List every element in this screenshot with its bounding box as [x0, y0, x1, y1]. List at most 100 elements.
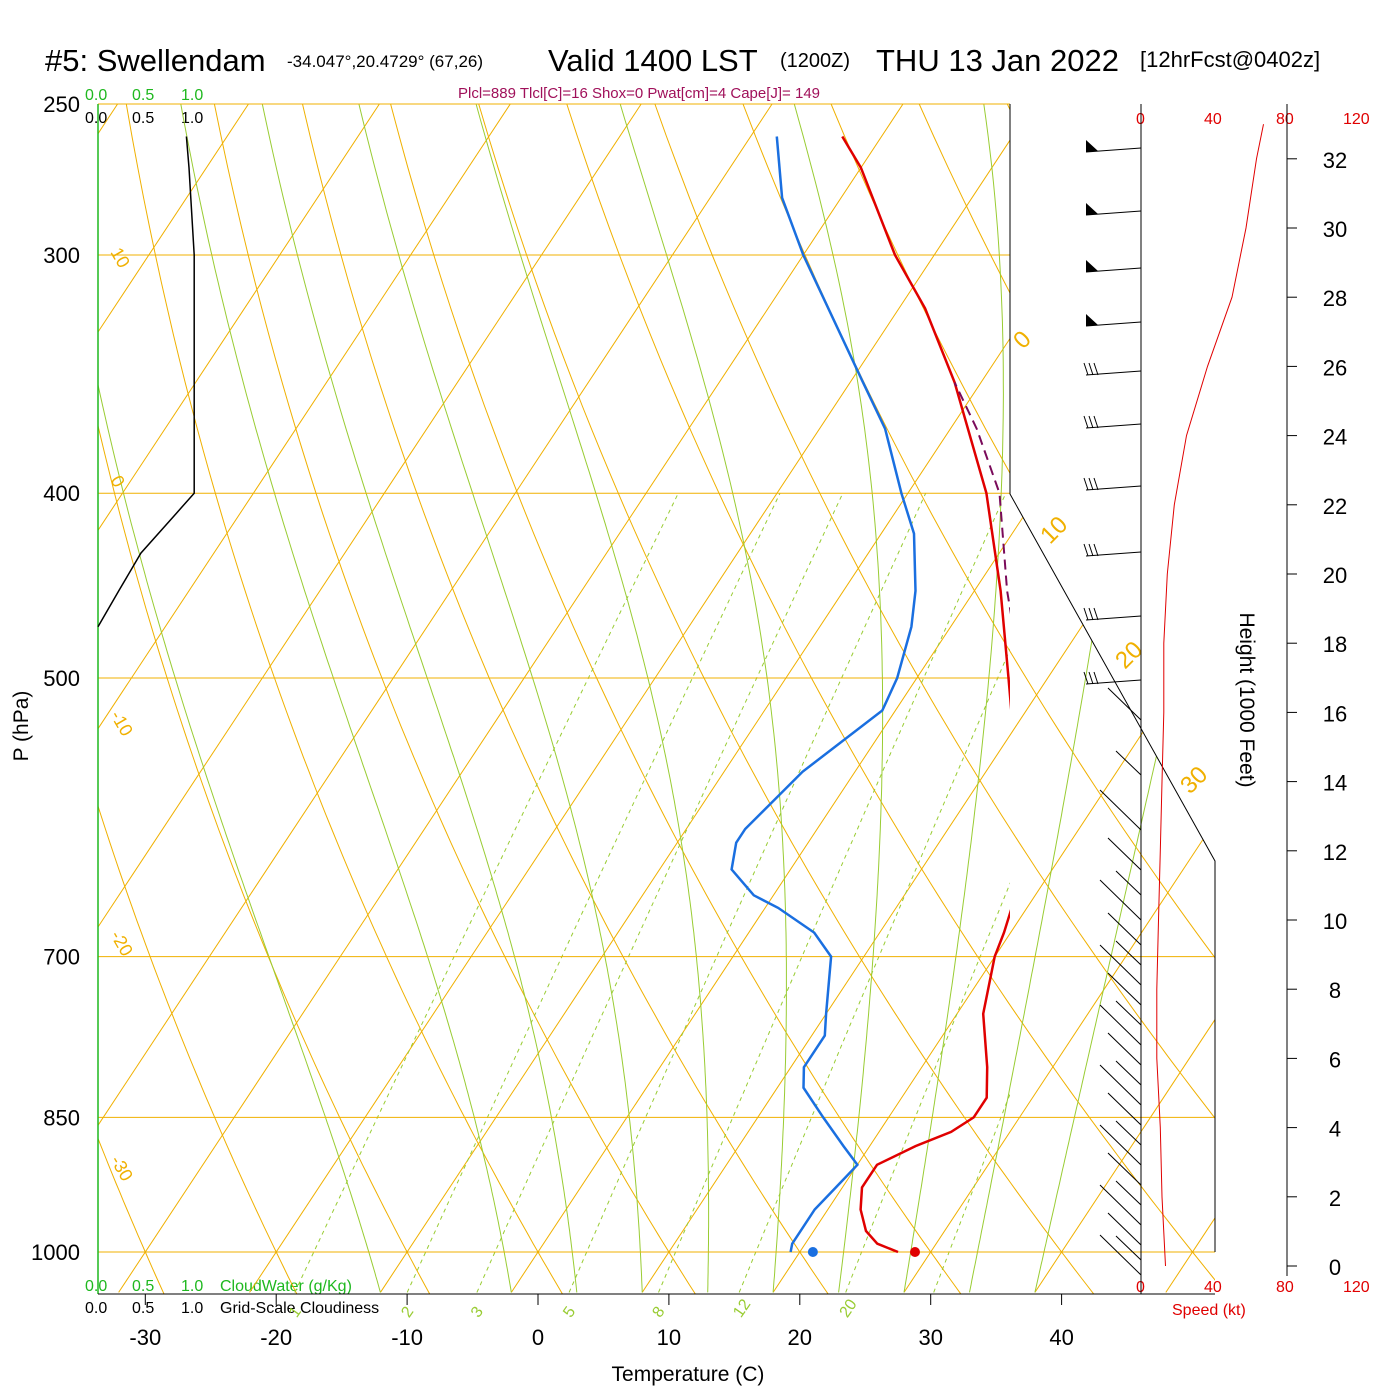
wind-barb [1115, 940, 1142, 966]
wind-barb [1115, 1180, 1142, 1206]
temperature-line [841, 135, 1010, 1254]
x-tick-label: 10 [657, 1325, 681, 1350]
cloudiness-tick-bottom-2: 1.0 [181, 1300, 203, 1317]
station-coords: -34.047°,20.4729° (67,26) [287, 52, 483, 71]
height-tick-label: 4 [1329, 1117, 1341, 1142]
moist-adiabat [619, 104, 787, 1293]
wind-barb [1107, 972, 1142, 1006]
height-tick-label: 14 [1323, 771, 1347, 796]
wind-barb [1107, 912, 1142, 946]
cloudiness-label: Grid-Scale Cloudiness [220, 1300, 379, 1317]
isotherm-label-right: 0 [1008, 326, 1037, 355]
cloudwater-tick-top-2: 1.0 [181, 87, 203, 104]
wind-barb [1083, 477, 1142, 491]
x-tick-label: -10 [391, 1325, 423, 1350]
cloudwater-tick-top-1: 0.5 [132, 87, 154, 104]
isotherm [118, 104, 904, 1293]
isotherm-label-left: -30 [107, 1152, 137, 1185]
moist-adiabat [1034, 104, 1215, 1293]
moist-adiabat [358, 104, 643, 1293]
right-boundary [1009, 104, 1216, 1252]
wind-barb [1115, 1235, 1142, 1261]
height-tick-label: 24 [1323, 425, 1347, 450]
dry-adiabat [816, 104, 1215, 1294]
mixing-ratio-label: 20 [837, 1296, 861, 1320]
pressure-tick-label: 850 [43, 1105, 80, 1130]
cloudiness-tick-bottom-1: 0.5 [132, 1300, 154, 1317]
x-axis-title: Temperature (C) [612, 1363, 765, 1386]
x-tick-label: 20 [788, 1325, 812, 1350]
dry-adiabat [1165, 104, 1215, 1294]
isotherm [903, 104, 1215, 1293]
height-tick-label: 26 [1323, 355, 1347, 380]
dry-adiabat [207, 104, 720, 1294]
pressure-tick-label: 250 [43, 92, 80, 117]
wind-barb [1115, 1120, 1142, 1146]
wind-barb [1099, 1184, 1142, 1226]
wind-barb [1083, 415, 1142, 429]
moist-adiabat [793, 104, 884, 1293]
isotherm [249, 104, 1035, 1293]
moist-adiabat [475, 104, 710, 1293]
height-tick-label: 20 [1323, 563, 1347, 588]
wind-barb [1099, 944, 1142, 986]
mixing-ratio-label: 12 [730, 1296, 754, 1320]
cloudiness-tick-top-2: 1.0 [181, 110, 203, 127]
isotherm [1034, 104, 1215, 1293]
speed-tick-top-3: 120 [1343, 111, 1370, 128]
wind-barb [1083, 671, 1142, 685]
height-tick-label: 16 [1323, 701, 1347, 726]
isotherm [98, 104, 642, 1293]
speed-tick-top-1: 40 [1204, 111, 1222, 128]
wind-barb [1099, 789, 1142, 831]
valid-time: Valid 1400 LST [548, 43, 758, 78]
height-tick-label: 30 [1323, 217, 1347, 242]
height-tick-label: 8 [1329, 978, 1341, 1003]
moist-adiabat [969, 104, 1156, 1293]
pressure-tick-label: 300 [43, 243, 80, 268]
wind-barb [1107, 1092, 1142, 1126]
isotherm-label-left: -10 [107, 707, 137, 740]
isotherm-label-left: 10 [107, 244, 134, 271]
moist-adiabat [261, 104, 578, 1293]
dry-adiabat [642, 104, 1215, 1294]
speed-tick-bottom-3: 120 [1343, 1279, 1370, 1296]
dry-adiabat [120, 104, 586, 1294]
parcel-line [953, 382, 1010, 615]
height-tick-label: 12 [1323, 840, 1347, 865]
x-tick-label: -30 [129, 1325, 161, 1350]
cloudwater-tick-bottom-1: 0.5 [132, 1278, 154, 1295]
mixing-ratio-line [294, 492, 679, 1293]
pressure-tick-label: 700 [43, 945, 80, 970]
dry-adiabat [98, 104, 182, 1294]
wind-barb [1085, 260, 1142, 273]
height-tick-label: 10 [1323, 909, 1347, 934]
wind-barb [1115, 870, 1142, 896]
cloudiness-tick-top-0: 0.0 [85, 110, 107, 127]
cloudiness-tick-top-1: 0.5 [132, 110, 154, 127]
moist-adiabat [180, 104, 512, 1293]
dry-adiabat [1340, 70, 1400, 1331]
cloudwater-label: CloudWater (g/Kg) [220, 1278, 352, 1295]
moist-adiabat [903, 104, 1004, 1293]
height-tick-label: 22 [1323, 494, 1347, 519]
speed-tick-bottom-1: 40 [1204, 1279, 1222, 1296]
dry-adiabat [98, 104, 317, 1294]
height-axis-title: Height (1000 Feet) [1235, 612, 1258, 787]
height-tick-label: 6 [1329, 1047, 1341, 1072]
wind-barb [1083, 362, 1142, 376]
wind-barb [1083, 543, 1142, 557]
mixing-ratio-line [845, 882, 1010, 1293]
y-axis-title: P (hPa) [10, 691, 33, 762]
station-title: #5: Swellendam [45, 43, 266, 78]
isotherm-label-left: -20 [107, 927, 137, 960]
mixing-ratio-label: 3 [468, 1304, 487, 1321]
surface-dewpoint-marker [807, 1247, 818, 1257]
dry-adiabat [555, 104, 1215, 1294]
wind-barb [1099, 1064, 1142, 1106]
wind-barb [1083, 607, 1142, 621]
isotherm [98, 104, 380, 1293]
dry-adiabat [381, 104, 989, 1294]
wind-barb [1099, 1234, 1142, 1276]
wind-barb [1115, 750, 1142, 776]
